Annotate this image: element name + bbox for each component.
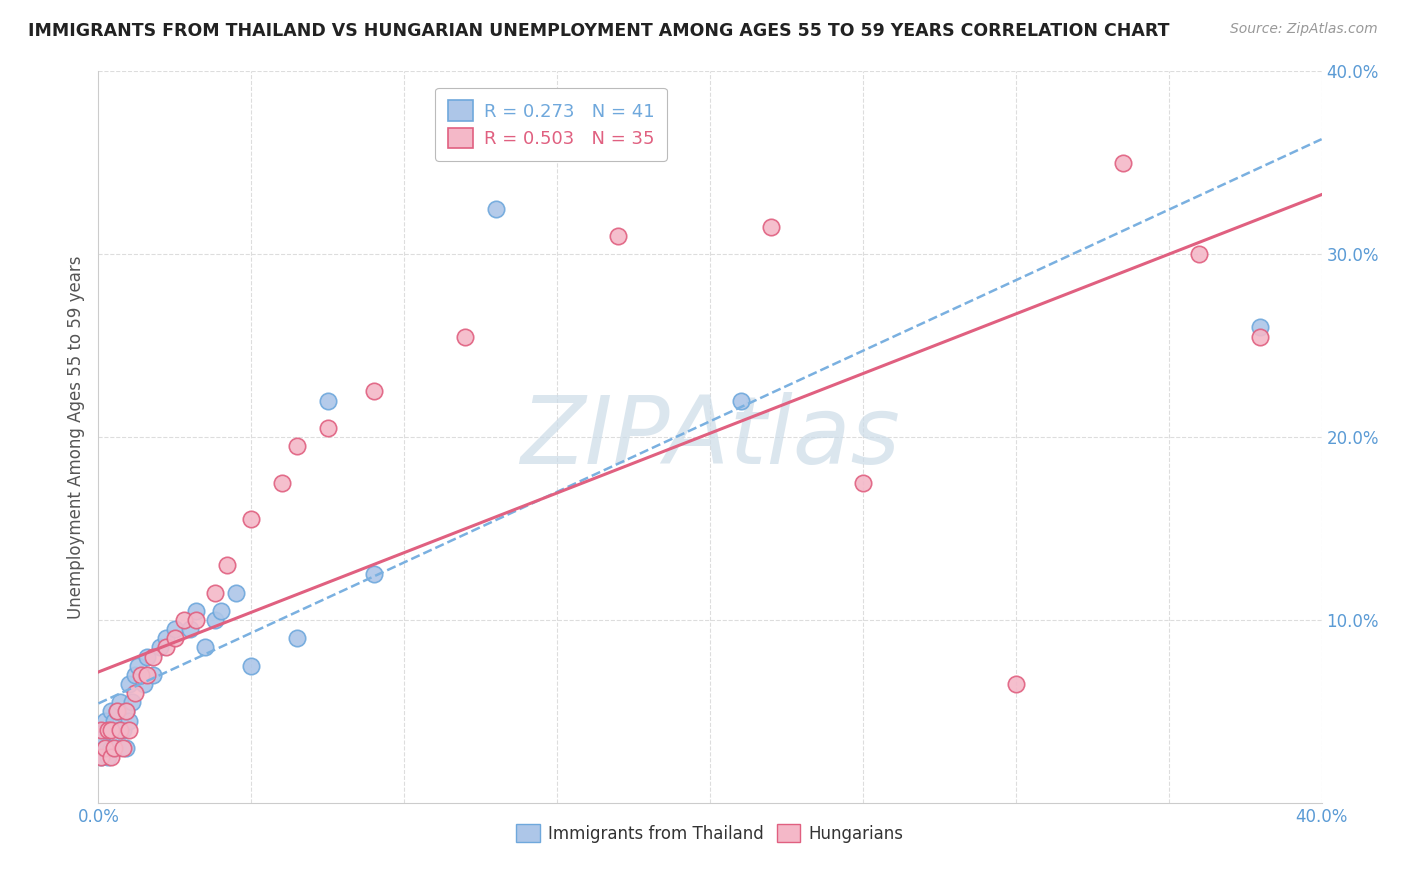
Point bbox=[155, 640, 177, 655]
Point bbox=[100, 750, 122, 764]
Point bbox=[155, 632, 177, 646]
Point bbox=[115, 705, 138, 719]
Point bbox=[204, 585, 226, 599]
Text: ZIPAtlas: ZIPAtlas bbox=[520, 392, 900, 483]
Point bbox=[163, 632, 186, 646]
Text: IMMIGRANTS FROM THAILAND VS HUNGARIAN UNEMPLOYMENT AMONG AGES 55 TO 59 YEARS COR: IMMIGRANTS FROM THAILAND VS HUNGARIAN UN… bbox=[28, 22, 1170, 40]
Point bbox=[90, 750, 112, 764]
Point bbox=[103, 740, 125, 755]
Point bbox=[97, 750, 120, 764]
Point bbox=[240, 512, 263, 526]
Point bbox=[363, 567, 385, 582]
Point bbox=[730, 393, 752, 408]
Point bbox=[124, 667, 146, 681]
Point bbox=[118, 677, 141, 691]
Point bbox=[108, 695, 131, 709]
Point bbox=[209, 604, 232, 618]
Point bbox=[93, 740, 115, 755]
Point bbox=[118, 723, 141, 737]
Point bbox=[100, 705, 122, 719]
Point bbox=[111, 740, 134, 755]
Point bbox=[149, 640, 172, 655]
Point bbox=[142, 667, 165, 681]
Point bbox=[454, 329, 477, 343]
Point bbox=[115, 705, 138, 719]
Point bbox=[115, 740, 138, 755]
Point bbox=[105, 705, 128, 719]
Point bbox=[163, 622, 186, 636]
Point bbox=[105, 740, 128, 755]
Point bbox=[111, 723, 134, 737]
Point bbox=[285, 439, 308, 453]
Point bbox=[103, 740, 125, 755]
Point bbox=[136, 667, 159, 681]
Point bbox=[121, 695, 143, 709]
Point bbox=[97, 723, 120, 737]
Point bbox=[316, 393, 339, 408]
Point bbox=[90, 750, 112, 764]
Point bbox=[134, 677, 156, 691]
Legend: Immigrants from Thailand, Hungarians: Immigrants from Thailand, Hungarians bbox=[509, 818, 911, 849]
Point bbox=[215, 558, 238, 573]
Point bbox=[103, 714, 125, 728]
Point bbox=[179, 622, 201, 636]
Point bbox=[186, 604, 208, 618]
Point bbox=[93, 740, 115, 755]
Point bbox=[1249, 320, 1271, 334]
Point bbox=[129, 667, 152, 681]
Point bbox=[225, 585, 247, 599]
Point bbox=[124, 686, 146, 700]
Point bbox=[100, 740, 122, 755]
Point bbox=[759, 219, 782, 234]
Point bbox=[1249, 329, 1271, 343]
Point bbox=[173, 613, 195, 627]
Point bbox=[142, 649, 165, 664]
Point bbox=[127, 658, 149, 673]
Point bbox=[363, 384, 385, 399]
Point bbox=[108, 723, 131, 737]
Point bbox=[97, 723, 120, 737]
Y-axis label: Unemployment Among Ages 55 to 59 years: Unemployment Among Ages 55 to 59 years bbox=[66, 255, 84, 619]
Point bbox=[316, 421, 339, 435]
Point bbox=[240, 658, 263, 673]
Point bbox=[204, 613, 226, 627]
Point bbox=[93, 714, 115, 728]
Point bbox=[105, 705, 128, 719]
Point bbox=[90, 723, 112, 737]
Point bbox=[108, 723, 131, 737]
Text: Source: ZipAtlas.com: Source: ZipAtlas.com bbox=[1230, 22, 1378, 37]
Point bbox=[118, 714, 141, 728]
Point bbox=[270, 475, 292, 490]
Point bbox=[1112, 156, 1135, 170]
Point bbox=[100, 723, 122, 737]
Point bbox=[136, 649, 159, 664]
Point bbox=[90, 731, 112, 746]
Point bbox=[1004, 677, 1026, 691]
Point bbox=[285, 632, 308, 646]
Point bbox=[186, 613, 208, 627]
Point bbox=[1188, 247, 1211, 261]
Point bbox=[852, 475, 875, 490]
Point bbox=[485, 202, 508, 216]
Point bbox=[607, 229, 630, 244]
Point bbox=[194, 640, 217, 655]
